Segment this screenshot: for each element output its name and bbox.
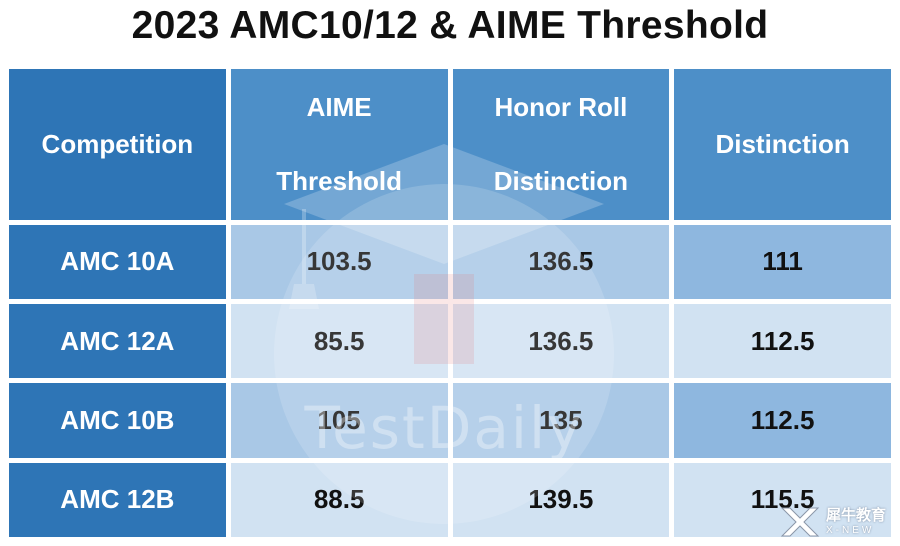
header-aime-line1: AIME — [306, 92, 372, 123]
cell-aime: 105 — [230, 383, 448, 458]
logo-text: 犀牛教育 X-NEW — [826, 508, 886, 536]
cell-honor: 139.5 — [452, 462, 670, 537]
header-honor-line1: Honor Roll — [494, 92, 628, 123]
threshold-table-wrapper: Competition AIME Threshold Honor Roll Di… — [4, 64, 896, 542]
cell-distinction: 115.5 — [674, 462, 891, 537]
table-row: AMC 10B 105 135 112.5 — [9, 383, 891, 458]
cell-distinction: 111 — [674, 224, 891, 299]
row-competition: AMC 10B — [9, 383, 226, 458]
table-row: AMC 12A 85.5 136.5 112.5 — [9, 304, 891, 379]
table-row: AMC 10A 103.5 136.5 111 — [9, 224, 891, 299]
cell-honor: 136.5 — [452, 304, 670, 379]
header-honor-roll: Honor Roll Distinction — [452, 69, 670, 220]
cell-aime: 103.5 — [230, 224, 448, 299]
cell-honor: 136.5 — [452, 224, 670, 299]
cell-aime: 85.5 — [230, 304, 448, 379]
header-honor-line2: Distinction — [493, 166, 629, 197]
rhino-logo-icon — [778, 504, 822, 540]
row-competition: AMC 10A — [9, 224, 226, 299]
page-title: 2023 AMC10/12 & AIME Threshold — [131, 4, 769, 47]
cell-aime: 88.5 — [230, 462, 448, 537]
table-header-row: Competition AIME Threshold Honor Roll Di… — [9, 69, 891, 220]
header-competition: Competition — [9, 69, 226, 220]
brand-logo: 犀牛教育 X-NEW — [778, 502, 896, 542]
logo-en: X-NEW — [826, 525, 875, 536]
header-distinction: Distinction — [674, 69, 891, 220]
cell-distinction: 112.5 — [674, 304, 891, 379]
header-aime-threshold: AIME Threshold — [230, 69, 448, 220]
cell-honor: 135 — [452, 383, 670, 458]
cell-distinction: 112.5 — [674, 383, 891, 458]
row-competition: AMC 12B — [9, 462, 226, 537]
logo-cn: 犀牛教育 — [826, 507, 887, 524]
threshold-table: Competition AIME Threshold Honor Roll Di… — [4, 64, 896, 542]
row-competition: AMC 12A — [9, 304, 226, 379]
table-row: AMC 12B 88.5 139.5 115.5 — [9, 462, 891, 537]
header-aime-line2: Threshold — [276, 166, 402, 197]
